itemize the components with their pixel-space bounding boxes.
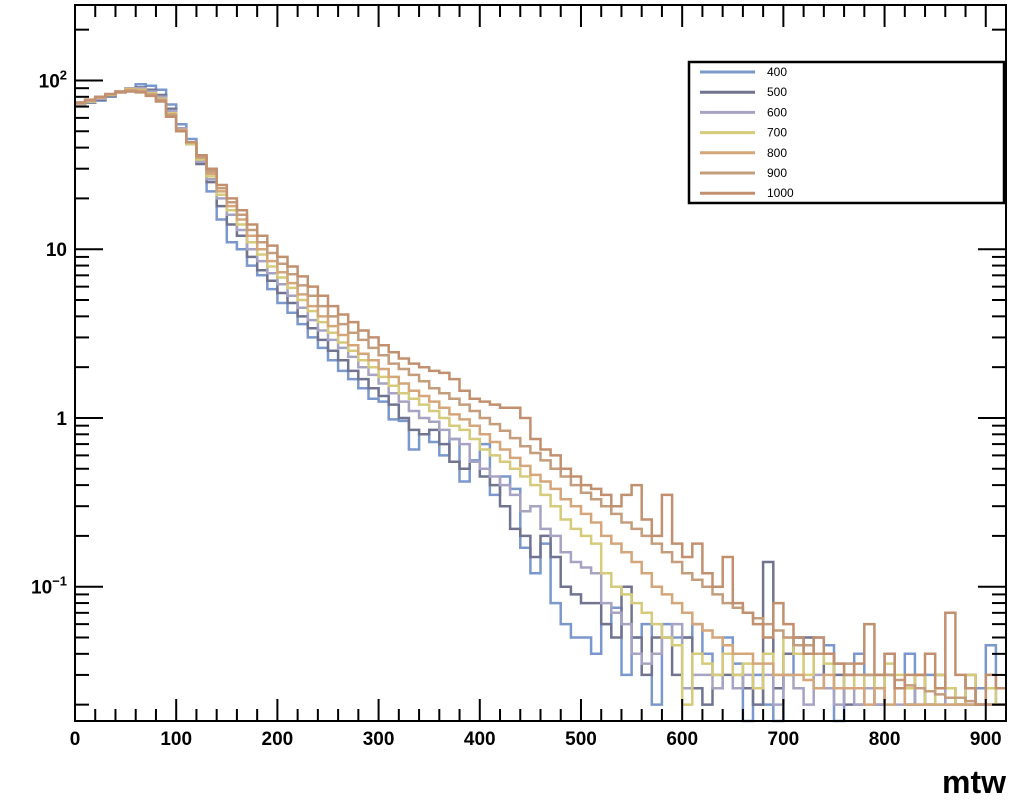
y-tick-label: 1	[56, 409, 67, 430]
ticks-layer	[74, 5, 1007, 721]
x-tick-label: 400	[464, 729, 496, 750]
legend-label: 600	[767, 105, 787, 119]
y-tick-label: 10−1	[31, 574, 67, 599]
x-tick-label: 800	[869, 729, 901, 750]
legend-entry: 1000	[700, 186, 794, 200]
legend-entry: 900	[700, 166, 787, 180]
series-line-1000	[75, 90, 1006, 706]
x-tick-labels: 0 100 200 300 400 500 600 700 800 900	[70, 729, 1002, 750]
x-axis-title: mtw	[942, 764, 1006, 800]
legend-label: 900	[767, 166, 787, 180]
x-tick-label: 300	[363, 729, 395, 750]
legend: 400 500 600 700 800 900 1000	[687, 60, 1006, 205]
legend-label: 1000	[767, 186, 794, 200]
legend-entry: 800	[700, 146, 787, 160]
y-tick-label: 102	[39, 67, 67, 92]
x-tick-label: 600	[666, 729, 698, 750]
legend-label: 500	[767, 85, 787, 99]
legend-entry: 700	[700, 126, 787, 140]
x-tick-label: 700	[768, 729, 800, 750]
y-tick-labels: 10−1 1 10 102	[31, 67, 67, 598]
x-tick-label: 0	[70, 729, 81, 750]
legend-label: 400	[767, 65, 787, 79]
series-line-800	[75, 88, 1006, 706]
legend-label: 800	[767, 146, 787, 160]
legend-items: 400 500 600 700 800 900 1000	[700, 65, 794, 200]
x-tick-label: 900	[970, 729, 1002, 750]
legend-entry: 600	[700, 105, 787, 119]
series-layer	[75, 82, 1006, 723]
y-tick-label: 10	[46, 240, 67, 261]
legend-label: 700	[767, 126, 787, 140]
x-tick-label: 500	[565, 729, 597, 750]
plot-frame	[74, 4, 1007, 722]
x-tick-label: 100	[160, 729, 192, 750]
legend-entry: 500	[700, 85, 787, 99]
x-tick-label: 200	[262, 729, 294, 750]
legend-entry: 400	[700, 65, 787, 79]
